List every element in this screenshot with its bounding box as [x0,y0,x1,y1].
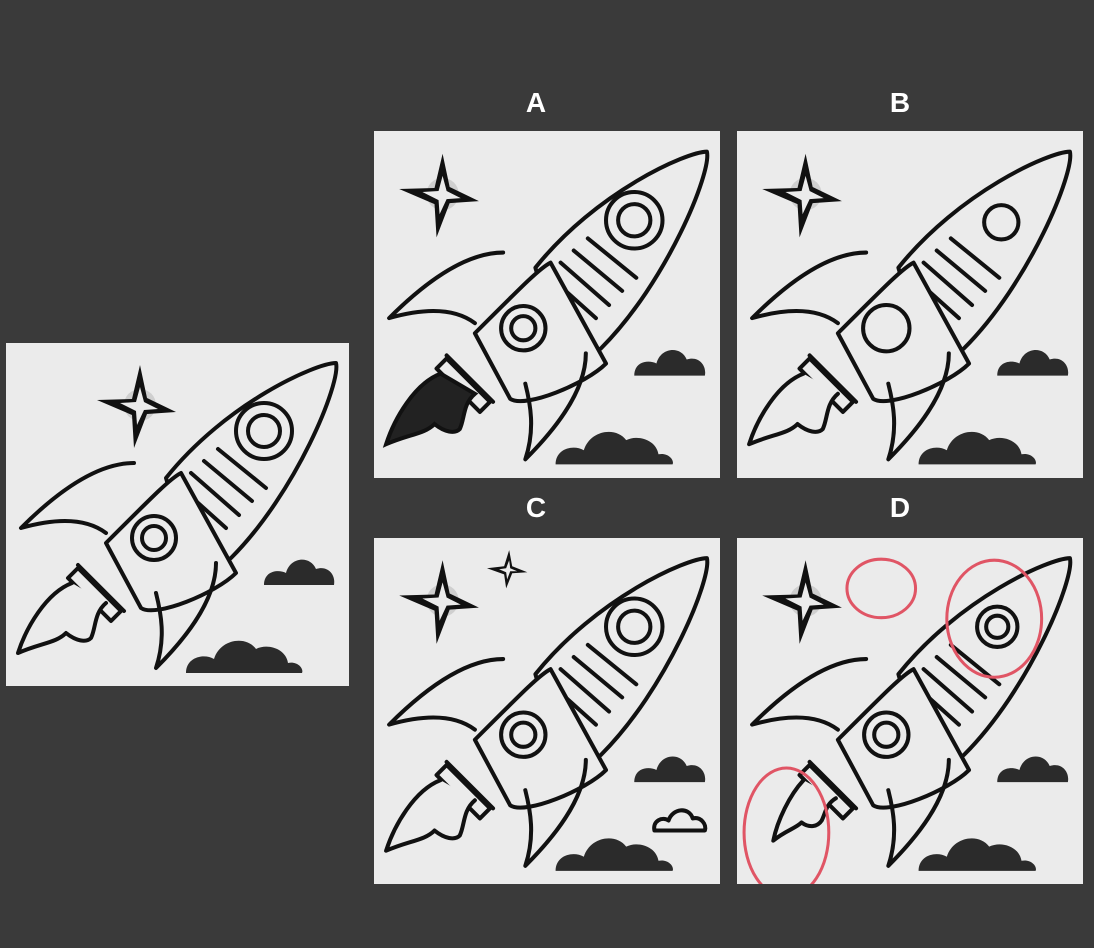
outline-cloud-icon [652,808,708,833]
marker-circle-icon [845,557,918,620]
star-icon [762,153,842,238]
cloud-icon [555,756,706,871]
option-label-b[interactable]: B [889,87,911,118]
option-c-image[interactable] [374,538,720,884]
star-icon [762,560,842,644]
rocket-icon [747,149,1073,462]
marker-circle-icon [945,558,1044,679]
option-b-image[interactable] [737,131,1083,478]
cloud-icon [555,350,706,465]
difference-markers [742,557,1044,884]
reference-image [6,343,349,686]
cloud-icon [918,350,1069,465]
flame-icon [382,371,479,448]
marker-circle-icon [742,766,831,884]
cloud-icon [918,756,1069,871]
rocket-icon [16,361,339,670]
option-label-c[interactable]: C [525,492,547,523]
cloud-icon [186,559,335,673]
option-label-d[interactable]: D [889,492,911,523]
rocket-icon [384,556,710,868]
small-star-icon [486,550,528,589]
option-a-image[interactable] [374,131,720,478]
star-icon [399,560,479,644]
option-d-image[interactable] [737,538,1083,884]
option-label-a[interactable]: A [525,87,547,118]
star-icon [399,153,479,238]
star-icon [97,365,176,448]
rocket-icon [387,149,710,462]
